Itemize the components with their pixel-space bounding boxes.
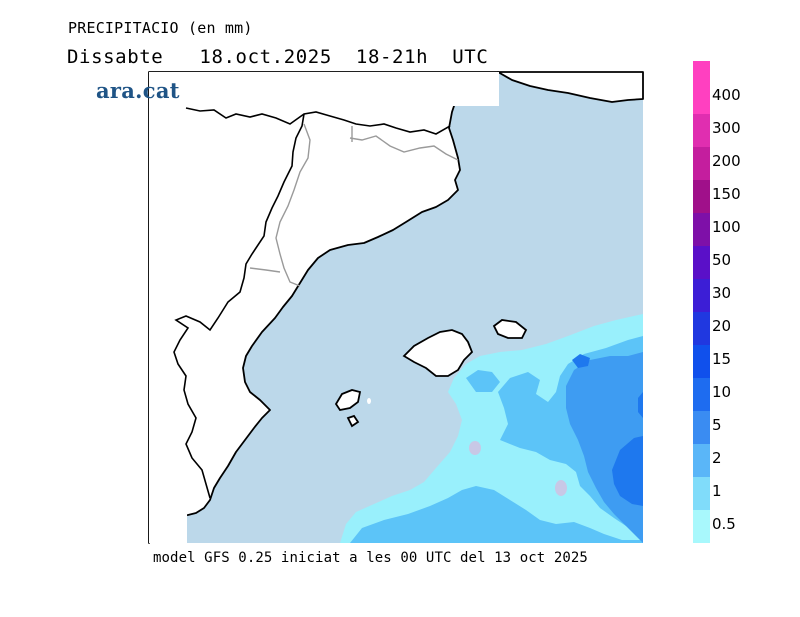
legend-swatch [693,279,710,312]
legend-label: 30 [712,284,731,302]
legend-label: 200 [712,152,741,170]
legend-swatch [693,510,710,543]
legend-swatch [693,147,710,180]
legend-swatch [693,444,710,477]
precip-zone-2mm-b [466,370,500,392]
legend-label: 100 [712,218,741,236]
western-border [173,113,305,499]
legend-swatch [693,246,710,279]
legend-swatch [693,411,710,444]
legend-swatch [693,345,710,378]
legend-label: 2 [712,449,722,467]
cabrera-island [367,398,371,404]
legend-swatch [693,213,710,246]
model-note: model GFS 0.25 iniciat a les 00 UTC del … [153,550,588,566]
legend-label: 20 [712,317,731,335]
color-scale-legend: 400 300 200 150 100 50 30 20 15 10 5 2 1 0.5 [693,61,741,543]
legend-label: 5 [712,416,722,434]
legend-label: 50 [712,251,731,269]
ara-cat-logo: ara.cat [96,78,180,103]
precip-zone-10mm-c [572,354,590,368]
legend-label: 400 [712,86,741,104]
forecast-time: Dissabte 18.oct.2025 18-21h UTC [67,46,489,68]
local-max-spot [555,480,567,496]
map-title: PRECIPITACIO (en mm) [68,19,253,37]
mainland [148,71,499,544]
legend-label: 15 [712,350,731,368]
legend-label: 150 [712,185,741,203]
legend-label: 1 [712,482,722,500]
legend-swatch [693,312,710,345]
legend-swatch [693,477,710,510]
formentera-island [346,414,360,428]
legend-swatch-top [693,61,710,81]
legend-swatch [693,378,710,411]
pyrenees-border [185,107,451,135]
precip-zone-10mm-b [638,392,643,418]
legend-label: 300 [712,119,741,137]
precip-zone-10mm [612,436,643,506]
ibiza-island [334,389,362,412]
legend-swatch [693,81,710,114]
legend-swatch [693,180,710,213]
precip-zone-5mm-b [596,366,636,388]
legend-swatch [693,114,710,147]
legend-label: 10 [712,383,731,401]
france-land [497,71,644,103]
regional-borders [249,123,459,287]
legend-label: 0.5 [712,515,736,533]
mallorca-island [402,329,474,377]
local-max-spot [469,441,481,455]
menorca-island [492,319,528,339]
